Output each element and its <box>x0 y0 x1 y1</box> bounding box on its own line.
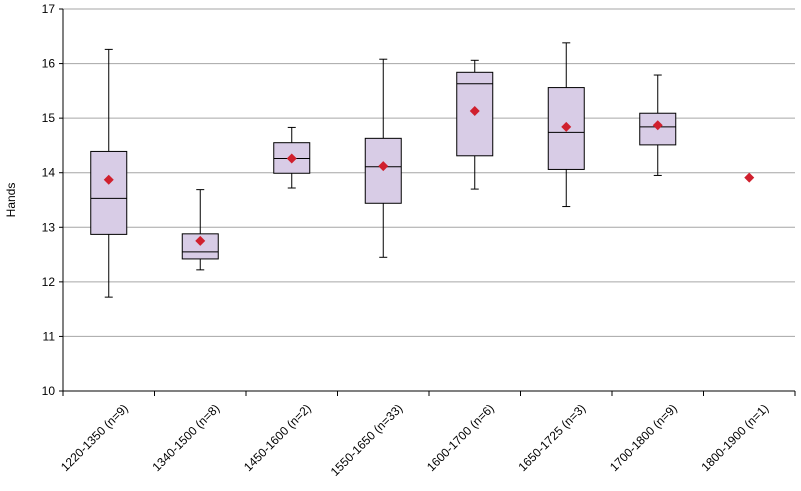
gridlines <box>63 8 795 392</box>
y-tick-label: 15 <box>42 111 56 125</box>
x-category-label: 1600-1700 (n=6) <box>424 401 497 474</box>
x-category-label: 1220-1350 (n=9) <box>58 401 131 474</box>
mean-marker <box>103 174 114 185</box>
x-category-label: 1800-1900 (n=1) <box>698 401 771 474</box>
y-tick-label: 16 <box>42 57 56 71</box>
x-axis-labels: 1220-1350 (n=9) 1340-1500 (n=8) 1450-1600 … <box>58 401 771 479</box>
y-tick-label: 13 <box>42 220 56 234</box>
boxes <box>90 42 755 298</box>
box-group <box>744 172 755 183</box>
box-group <box>639 74 677 176</box>
x-category-label: 1450-1600 (n=2) <box>241 401 314 474</box>
mean-marker <box>469 106 480 117</box>
x-category-label: 1340-1500 (n=8) <box>149 401 222 474</box>
axes <box>62 9 796 396</box>
box-group <box>90 48 128 298</box>
box-group <box>364 58 402 258</box>
x-category-label: 1700-1800 (n=9) <box>607 401 680 474</box>
box-group <box>181 189 219 271</box>
x-category-label: 1650-1725 (n=3) <box>515 401 588 474</box>
y-tick-label: 10 <box>42 384 56 398</box>
y-axis-ticks: 10 11 12 13 14 15 16 17 <box>42 2 63 398</box>
mean-marker <box>744 172 755 183</box>
mean-marker <box>286 153 297 164</box>
y-tick-label: 11 <box>43 329 56 343</box>
iqr-box <box>90 150 128 235</box>
mean-marker <box>378 161 389 172</box>
y-axis-title: Hands <box>4 183 18 218</box>
y-tick-label: 12 <box>42 275 56 289</box>
mean-marker <box>195 235 206 246</box>
box-group <box>456 59 494 190</box>
mean-marker <box>561 121 572 132</box>
x-category-label: 1550-1650 (n=33) <box>328 401 406 479</box>
box-group <box>273 126 311 189</box>
y-tick-label: 14 <box>42 166 56 180</box>
mean-marker <box>652 120 663 131</box>
box-group <box>547 42 585 208</box>
y-tick-label: 17 <box>42 2 56 16</box>
